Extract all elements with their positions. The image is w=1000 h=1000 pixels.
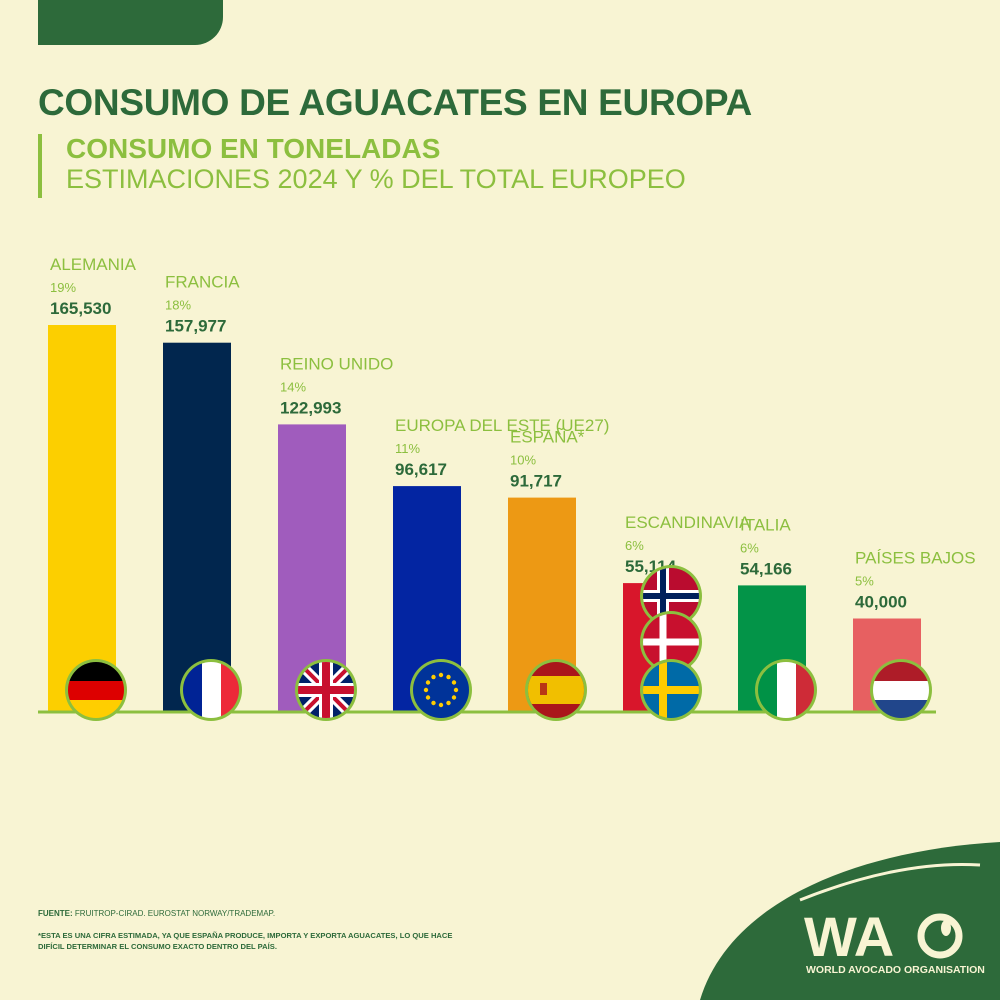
avocado-o-icon (917, 913, 963, 959)
corner-decoration (38, 0, 223, 45)
value-label: 96,617 (395, 460, 447, 479)
bar-alemania (48, 325, 116, 712)
denmark-flag-icon (640, 611, 702, 673)
eu-flag-icon (410, 659, 472, 721)
footnote: *ESTA ES UNA CIFRA ESTIMADA, YA QUE ESPA… (38, 931, 453, 951)
chart-subtitle: CONSUMO EN TONELADAS (66, 133, 441, 164)
category-label: ESCANDINAVIA (625, 513, 751, 532)
percent-label: 10% (510, 453, 536, 468)
category-label: ALEMANIA (50, 255, 137, 274)
logo-acronym: WA (804, 905, 894, 968)
logo-arc (799, 862, 981, 902)
italy-flag-icon (755, 659, 817, 721)
category-label: ESPAÑA* (510, 428, 585, 447)
uk-flag-icon (295, 659, 357, 721)
flags-layer (65, 565, 932, 721)
percent-label: 11% (395, 441, 420, 456)
category-label: ITALIA (740, 515, 791, 534)
category-label: EUROPA DEL ESTE (UE27) (395, 416, 609, 435)
netherlands-flag-icon (870, 659, 932, 721)
percent-label: 19% (50, 280, 76, 295)
category-label: REINO UNIDO (280, 354, 393, 373)
logo-name: WORLD AVOCADO ORGANISATION (806, 964, 985, 976)
source-label: FUENTE: (38, 909, 73, 918)
page-title: CONSUMO DE AGUACATES EN EUROPA (38, 82, 752, 123)
percent-label: 18% (165, 298, 191, 313)
wao-logo: WA WORLD AVOCADO ORGANISATION (700, 842, 1000, 1000)
source-text: FRUITROP-CIRAD. EUROSTAT NORWAY/TRADEMAP… (74, 909, 276, 918)
source-note: FUENTE: FRUITROP-CIRAD. EUROSTAT NORWAY/… (38, 909, 275, 918)
subtitle-accent-bar (38, 134, 42, 198)
percent-label: 14% (280, 379, 306, 394)
bar-francia (163, 342, 231, 712)
sweden-flag-icon (640, 659, 702, 721)
category-label: PAÍSES BAJOS (855, 549, 976, 568)
chart-subtitle-estimates: ESTIMACIONES 2024 Y % DEL TOTAL EUROPEO (66, 164, 686, 194)
value-label: 91,717 (510, 472, 562, 491)
percent-label: 5% (855, 574, 874, 589)
value-label: 40,000 (855, 593, 907, 612)
percent-label: 6% (625, 538, 644, 553)
france-flag-icon (180, 659, 242, 721)
bars-layer (48, 325, 921, 712)
value-label: 165,530 (50, 299, 111, 318)
labels-layer: ALEMANIA 19% 165,530 FRANCIA 18% 157,977 REINO… (50, 255, 976, 612)
logo-green-shape (700, 842, 1000, 1000)
percent-label: 6% (740, 540, 759, 555)
germany-flag-icon (65, 659, 127, 721)
category-label: FRANCIA (165, 273, 240, 292)
spain-flag-icon (525, 659, 587, 721)
value-label: 122,993 (280, 398, 341, 417)
value-label: 54,166 (740, 559, 792, 578)
value-label: 157,977 (165, 317, 226, 336)
